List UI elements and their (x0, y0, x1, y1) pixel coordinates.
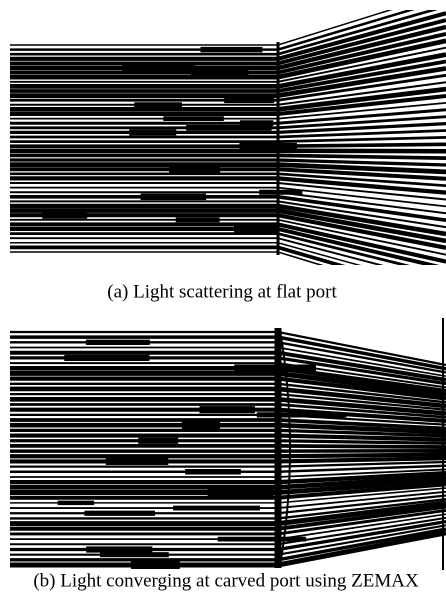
ray-trace-carved-port (10, 332, 446, 565)
caption-b: (b) Light converging at carved port usin… (33, 570, 419, 591)
ray (10, 441, 446, 444)
ray (10, 144, 446, 146)
ray (10, 436, 446, 440)
ray (10, 446, 446, 447)
caption-a: (a) Light scattering at flat port (107, 281, 337, 302)
ray (10, 155, 446, 158)
ray-trace-flat-port (10, 0, 446, 303)
page: (a) Light scattering at flat port (b) Li… (0, 0, 446, 594)
ray (10, 455, 446, 457)
figure: (a) Light scattering at flat port (b) Li… (0, 0, 446, 594)
ray (10, 458, 446, 461)
